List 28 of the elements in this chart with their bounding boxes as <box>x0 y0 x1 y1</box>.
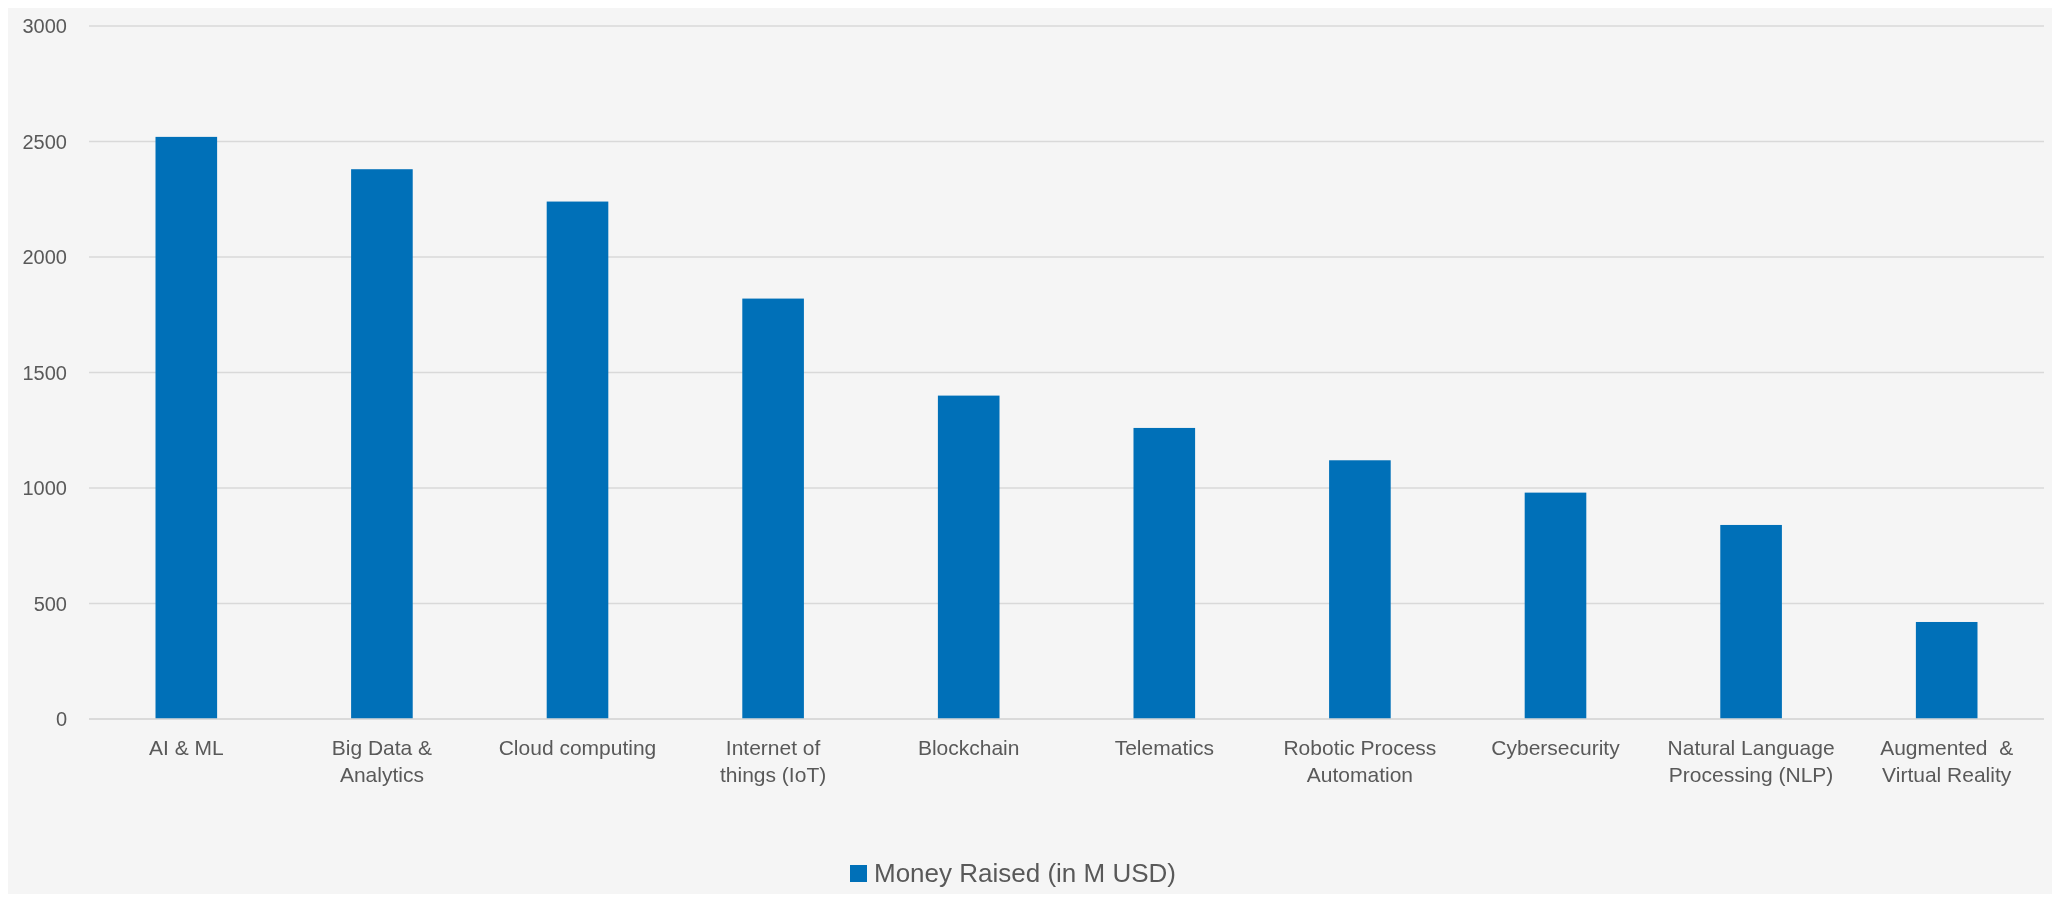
bar <box>155 136 218 719</box>
y-tick-label: 1000 <box>22 477 67 499</box>
y-tick-label: 1500 <box>22 361 67 384</box>
bar <box>1720 524 1782 719</box>
x-tick-label: Blockchain <box>917 736 1020 759</box>
x-tick-label: Robotic Process Automation <box>1283 736 1437 786</box>
x-tick-label: Natural Language Processing (NLP) <box>1667 736 1835 786</box>
legend-label: Money Raised (in M USD) <box>874 858 1176 888</box>
bar <box>1915 621 1978 719</box>
bar <box>351 169 413 719</box>
x-tick-label: Internet of things (IoT) <box>720 736 827 786</box>
bar <box>1524 492 1587 719</box>
bar <box>1133 427 1196 719</box>
y-tick-label: 2000 <box>22 246 67 268</box>
x-tick-label: AI & ML <box>148 736 224 759</box>
bar <box>937 395 1000 719</box>
y-tick-label: 500 <box>33 592 67 615</box>
bar <box>742 298 804 719</box>
y-tick-label: 0 <box>55 708 67 730</box>
x-tick-label: Augmented & Virtual Reality <box>1880 736 2014 786</box>
y-tick-label: 3000 <box>22 15 67 37</box>
x-tick-label: Cloud computing <box>498 736 657 759</box>
y-tick-label: 2500 <box>22 130 67 153</box>
bar <box>546 201 609 719</box>
x-tick-label: Cybersecurity <box>1491 736 1621 759</box>
bar <box>1329 460 1391 719</box>
x-tick-label: Telematics <box>1114 736 1214 759</box>
x-tick-label: Big Data & Analytics <box>331 736 433 786</box>
